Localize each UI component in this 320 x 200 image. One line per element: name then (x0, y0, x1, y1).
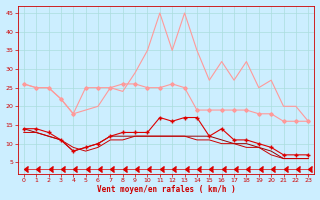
X-axis label: Vent moyen/en rafales ( km/h ): Vent moyen/en rafales ( km/h ) (97, 185, 236, 194)
